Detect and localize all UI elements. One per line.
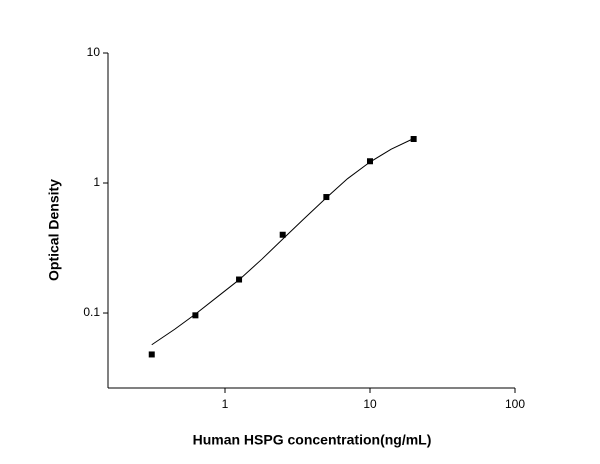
y-tick-label: 10 (87, 45, 101, 59)
data-point (192, 312, 199, 319)
data-point (366, 158, 373, 165)
x-tick-label: 10 (363, 397, 377, 411)
x-tick-label: 100 (505, 397, 525, 411)
fit-curve (151, 138, 414, 346)
data-point (279, 231, 286, 238)
data-point (148, 351, 155, 358)
y-tick-label: 0.1 (83, 305, 100, 319)
data-point (236, 276, 243, 283)
y-axis-title: Optical Density (46, 179, 62, 281)
x-tick-label: 1 (222, 397, 229, 411)
x-axis-title: Human HSPG concentration(ng/mL) (193, 432, 432, 448)
data-point (323, 194, 330, 201)
data-point (410, 136, 417, 143)
y-tick-label: 1 (93, 175, 100, 189)
